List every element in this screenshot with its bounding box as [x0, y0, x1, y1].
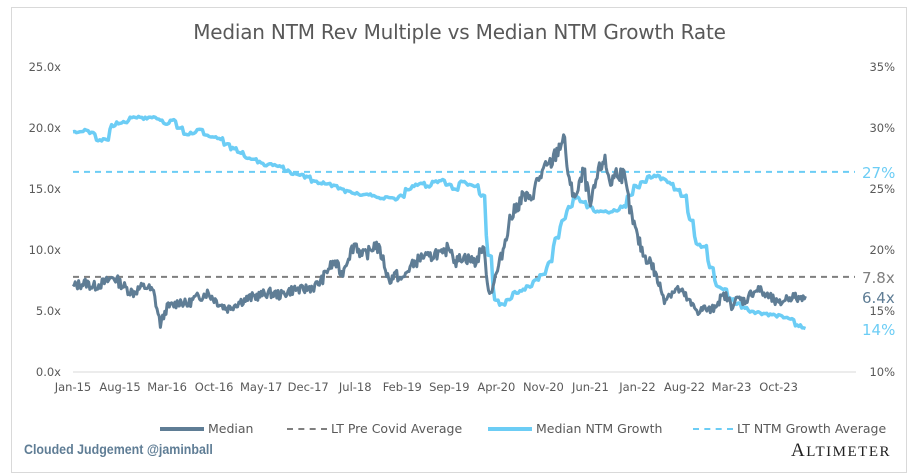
y-right-tick-label: 35% — [869, 60, 895, 74]
x-tick-label: Jul-18 — [338, 380, 372, 394]
y-left-tick-label: 10.0x — [29, 243, 62, 257]
x-tick-label: Aug-15 — [99, 380, 140, 394]
legend-item-median: Median — [160, 421, 253, 436]
legend-item-growth: Median NTM Growth — [488, 421, 662, 436]
y-left-tick-label: 15.0x — [29, 182, 62, 196]
x-tick-label: Apr-20 — [477, 380, 515, 394]
legend-swatch-lt-growth — [693, 427, 733, 430]
x-tick-label: Jan-15 — [54, 380, 92, 394]
growth-end-label: 14% — [862, 321, 895, 339]
x-tick-label: May-17 — [240, 380, 282, 394]
chart-title: Median NTM Rev Multiple vs Median NTM Gr… — [193, 20, 726, 44]
chart-frame — [11, 7, 907, 473]
y-right-tick-label: 10% — [869, 365, 895, 379]
y-right-tick-label: 25% — [869, 182, 895, 196]
series-layer — [71, 114, 855, 331]
credit-text: Clouded Judgement @jaminball — [24, 442, 213, 457]
x-tick-label: Aug-22 — [664, 380, 705, 394]
legend-label-growth: Median NTM Growth — [536, 421, 663, 436]
y-right-tick-label: 30% — [869, 121, 895, 135]
y-axis-right: 35% 30% 25% 20% 15% 10% — [869, 60, 895, 379]
legend-swatch-growth — [488, 426, 532, 431]
x-tick-label: Mar-23 — [712, 380, 752, 394]
legend-item-lt-pre-covid: LT Pre Covid Average — [287, 421, 462, 436]
x-tick-label: Oct-23 — [759, 380, 798, 394]
median-end-label: 6.4x — [862, 289, 895, 307]
legend-swatch-median — [160, 426, 204, 431]
brand-initial: A — [790, 440, 807, 461]
y-axis-left: 25.0x 20.0x 15.0x 10.0x 5.0x 0.0x — [29, 60, 62, 379]
legend-item-lt-growth: LT NTM Growth Average — [693, 421, 886, 436]
y-right-tick-label: 20% — [869, 243, 895, 257]
x-tick-label: Feb-19 — [383, 380, 422, 394]
legend-label-lt-growth: LT NTM Growth Average — [737, 421, 887, 436]
growth-series-line — [72, 114, 807, 331]
x-tick-label: Jan-22 — [618, 380, 656, 394]
legend: Median LT Pre Covid Average Median NTM G… — [0, 421, 919, 441]
x-axis: Jan-15 Aug-15 Mar-16 Oct-16 May-17 Dec-17 Jul-… — [54, 371, 856, 394]
legend-label-lt-pre-covid: LT Pre Covid Average — [331, 421, 463, 436]
legend-swatch-lt-pre-covid — [287, 427, 327, 430]
y-left-tick-label: 20.0x — [29, 121, 62, 135]
x-tick-label: Oct-16 — [195, 380, 234, 394]
x-tick-label: Jun-21 — [571, 380, 609, 394]
y-left-tick-label: 5.0x — [36, 304, 61, 318]
x-tick-label: Nov-20 — [523, 380, 564, 394]
legend-label-median: Median — [208, 421, 254, 436]
y-right-tick-label: 15% — [869, 304, 895, 318]
end-labels: 27% 7.8x 6.4x 14% — [862, 164, 895, 339]
brand-logo: ALTIMETER — [791, 440, 891, 462]
y-left-tick-label: 25.0x — [29, 60, 62, 74]
y-left-tick-label: 0.0x — [36, 365, 61, 379]
lt-growth-end-label: 27% — [862, 164, 895, 182]
lt-pre-covid-end-label: 7.8x — [862, 269, 895, 287]
x-tick-label: Sep-19 — [429, 380, 469, 394]
brand-rest: LTIMETER — [806, 444, 891, 460]
x-tick-label: Dec-17 — [288, 380, 329, 394]
median-series-line — [71, 133, 807, 329]
x-tick-label: Mar-16 — [147, 380, 187, 394]
